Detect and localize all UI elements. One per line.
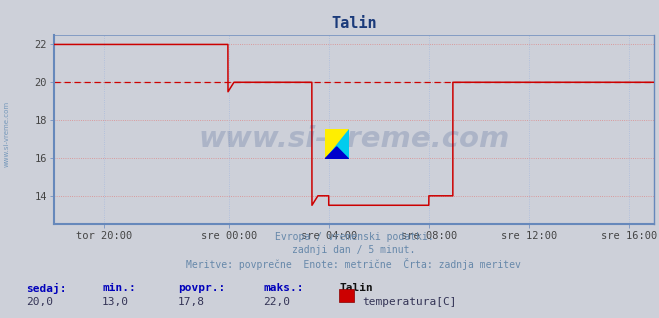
Text: temperatura[C]: temperatura[C] xyxy=(362,297,457,307)
Text: 20,0: 20,0 xyxy=(26,297,53,307)
Text: 13,0: 13,0 xyxy=(102,297,129,307)
Text: www.si-vreme.com: www.si-vreme.com xyxy=(3,100,10,167)
Polygon shape xyxy=(325,129,349,159)
Text: min.:: min.: xyxy=(102,283,136,293)
Text: zadnji dan / 5 minut.: zadnji dan / 5 minut. xyxy=(292,245,416,255)
Text: Talin: Talin xyxy=(339,283,373,293)
Text: maks.:: maks.: xyxy=(264,283,304,293)
Title: Talin: Talin xyxy=(331,16,377,31)
Polygon shape xyxy=(325,147,349,159)
Text: povpr.:: povpr.: xyxy=(178,283,225,293)
Text: www.si-vreme.com: www.si-vreme.com xyxy=(198,125,509,153)
Text: 22,0: 22,0 xyxy=(264,297,291,307)
Text: 17,8: 17,8 xyxy=(178,297,205,307)
Text: Evropa / vremenski podatki.: Evropa / vremenski podatki. xyxy=(275,232,433,242)
Text: Meritve: povprečne  Enote: metrične  Črta: zadnja meritev: Meritve: povprečne Enote: metrične Črta:… xyxy=(186,258,521,270)
Polygon shape xyxy=(325,129,349,159)
Text: sedaj:: sedaj: xyxy=(26,283,67,294)
